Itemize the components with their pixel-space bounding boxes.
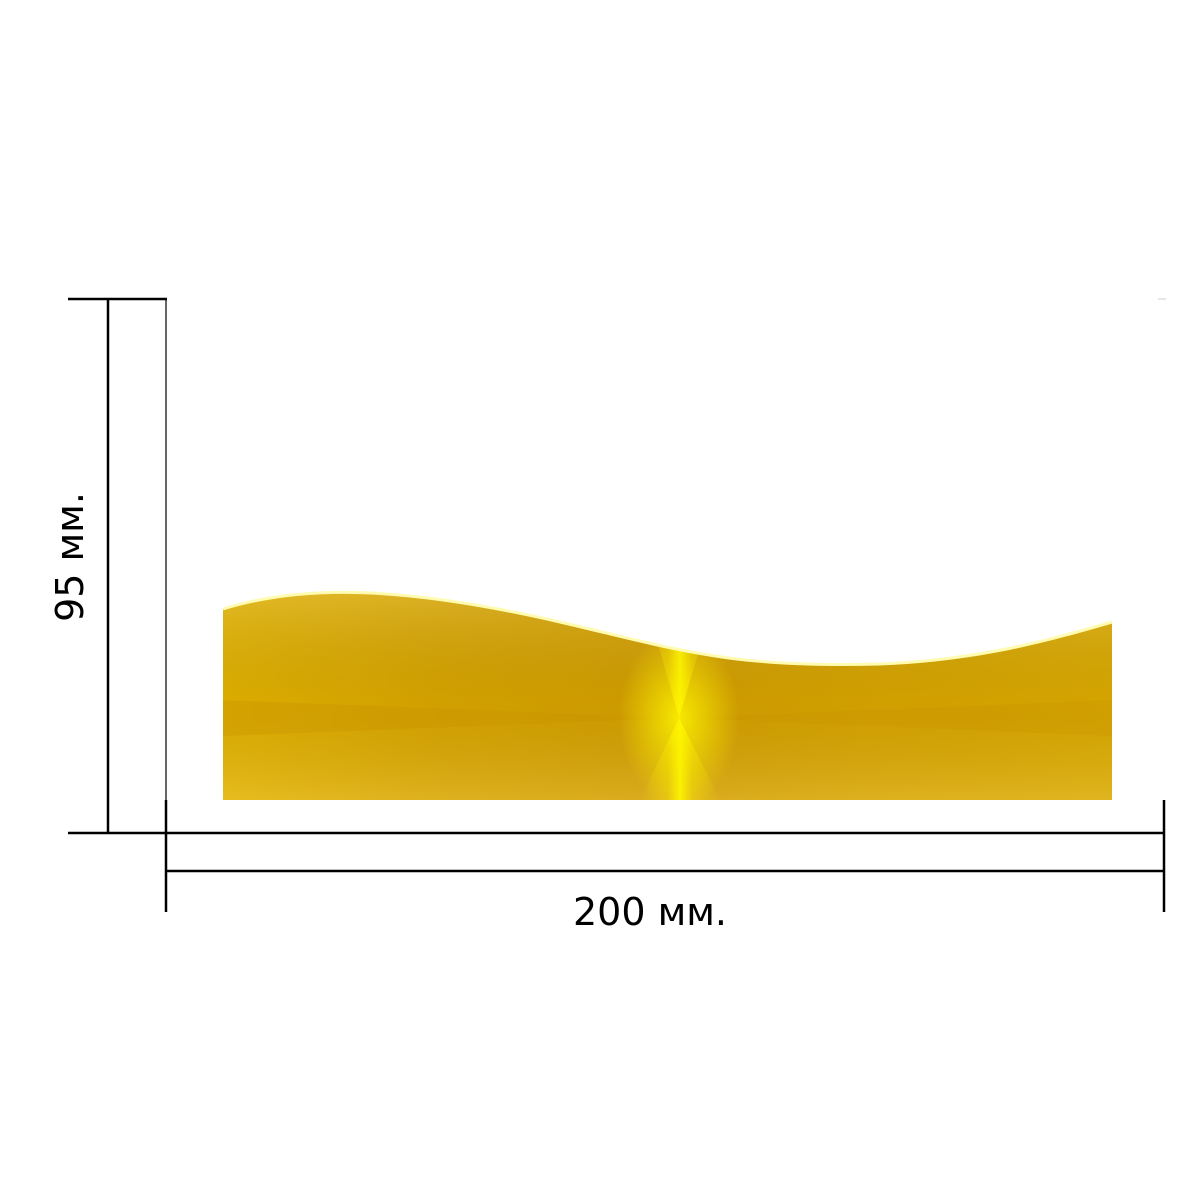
width-dimension	[164, 800, 1166, 912]
plate-ray-right	[679, 700, 1112, 736]
plate-center-glow	[619, 628, 739, 800]
plate-ray-left	[223, 700, 679, 736]
width-dimension-label: 200 мм.	[572, 890, 728, 934]
plate-top-edge	[222, 590, 1113, 667]
height-dimension-label: 95 мм.	[48, 492, 92, 622]
gold-plate	[222, 590, 1113, 800]
height-dimension	[68, 297, 167, 835]
